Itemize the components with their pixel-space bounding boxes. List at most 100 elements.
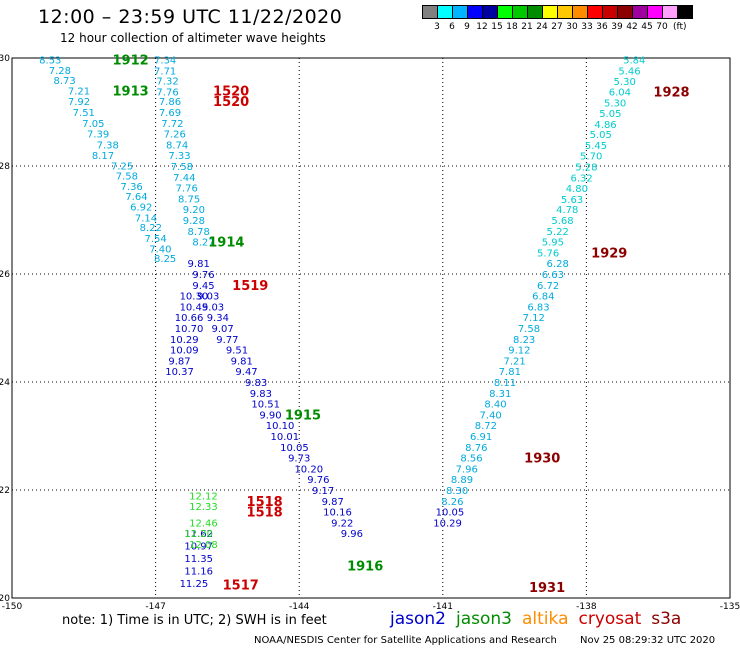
wave-height-label: 7.44 bbox=[173, 173, 195, 184]
y-tick-label: 22 bbox=[0, 486, 10, 496]
wave-height-label: 7.39 bbox=[87, 130, 109, 141]
wave-height-label: 5.95 bbox=[542, 238, 564, 249]
wave-height-label: 9.03 bbox=[202, 302, 224, 313]
wave-height-label: 7.14 bbox=[135, 213, 157, 224]
wave-height-label: 6.91 bbox=[470, 432, 492, 443]
wave-height-label: 8.22 bbox=[140, 223, 162, 234]
wave-height-label: 10.70 bbox=[175, 324, 204, 335]
pass-number-label: 1517 bbox=[223, 579, 259, 594]
footnote: note: 1) Time is in UTC; 2) SWH is in fe… bbox=[62, 613, 327, 628]
legend-tick-label: 45 bbox=[641, 22, 653, 32]
wave-height-label: 8.40 bbox=[484, 400, 506, 411]
wave-height-label: 11.16 bbox=[184, 566, 213, 577]
wave-height-label: 8.75 bbox=[178, 194, 200, 205]
legend-tick-label: 21 bbox=[521, 22, 533, 32]
y-tick-label: 30 bbox=[0, 54, 10, 64]
wave-height-label: 8.53 bbox=[39, 56, 61, 67]
wave-height-label: 7.25 bbox=[111, 161, 133, 172]
legend-labels: 3 6 9 12 15 18 21 24 27 30 33 36 39 42 45 70 (ft) bbox=[422, 19, 692, 32]
wave-height-label: 5.28 bbox=[575, 163, 597, 174]
wave-height-label: 10.10 bbox=[266, 421, 295, 432]
wave-height-label: 7.28 bbox=[49, 66, 71, 77]
wave-height-label: 5.84 bbox=[623, 56, 645, 67]
wave-height-label: 9.20 bbox=[183, 205, 205, 216]
wave-height-label: 5.68 bbox=[551, 216, 573, 227]
wave-height-label: 7.86 bbox=[159, 97, 181, 108]
wave-height-label: 7.34 bbox=[154, 56, 176, 67]
pass-number-label: 1912 bbox=[113, 54, 149, 69]
x-tick-label: -144 bbox=[289, 602, 310, 610]
legend-tick-label: 15 bbox=[491, 22, 503, 32]
wave-height-label: 10.37 bbox=[165, 367, 194, 378]
wave-height-label: 8.30 bbox=[446, 486, 468, 497]
wave-height-label: 6.32 bbox=[570, 173, 592, 184]
wave-height-label: 11.25 bbox=[180, 579, 209, 590]
wave-height-label: 8.25 bbox=[154, 254, 176, 265]
wave-height-label: 8.26 bbox=[441, 497, 463, 508]
wave-height-label: 7.96 bbox=[456, 464, 478, 475]
x-tick-label: -141 bbox=[433, 602, 453, 610]
legend-tick-label: 9 bbox=[464, 22, 470, 32]
wave-height-label: 10.05 bbox=[280, 443, 309, 454]
wave-height-label: 9.22 bbox=[331, 518, 353, 529]
wave-height-label: 9.03 bbox=[197, 292, 219, 303]
wave-height-label: 9.83 bbox=[250, 389, 272, 400]
wave-height-label: 7.92 bbox=[68, 97, 90, 108]
wave-height-label: 11.62 bbox=[184, 529, 213, 540]
wave-height-label: 9.17 bbox=[312, 486, 334, 497]
pass-number-label: 1928 bbox=[653, 85, 689, 100]
pass-number-label: 1520 bbox=[213, 84, 249, 99]
wave-height-label: 9.87 bbox=[322, 497, 344, 508]
pass-number-label: 1518 bbox=[247, 495, 283, 510]
wave-height-label: 5.22 bbox=[547, 227, 569, 238]
wave-height-label: 10.29 bbox=[170, 335, 199, 346]
generated-timestamp: Nov 25 08:29:32 UTC 2020 bbox=[580, 635, 716, 646]
wave-height-label: 5.30 bbox=[614, 77, 636, 88]
wave-height-label: 9.96 bbox=[341, 529, 363, 540]
wave-height-label: 10.45 bbox=[180, 302, 209, 313]
wave-height-label: 10.30 bbox=[180, 292, 209, 303]
y-tick-label: 20 bbox=[0, 594, 10, 604]
wave-height-label: 7.51 bbox=[73, 108, 95, 119]
wave-height-label: 7.33 bbox=[168, 151, 190, 162]
wave-height-label: 10.05 bbox=[436, 508, 465, 519]
wave-height-label: 8.74 bbox=[166, 140, 188, 151]
legend-tick-label: 39 bbox=[611, 22, 623, 32]
wave-height-label: 7.54 bbox=[144, 234, 166, 245]
pass-number-label: 1520 bbox=[213, 95, 249, 110]
wave-height-label: 5.76 bbox=[537, 248, 559, 259]
mission-label: jason3 bbox=[456, 609, 512, 629]
wave-height-label: 5.05 bbox=[590, 130, 612, 141]
wave-height-label: 5.70 bbox=[580, 152, 602, 163]
color-legend: 3 6 9 12 15 18 21 24 27 30 33 36 39 42 45 70 (ft) bbox=[422, 5, 693, 32]
wave-height-label: 9.76 bbox=[192, 270, 214, 281]
page-title: 12:00 – 23:59 UTC 11/22/2020 bbox=[38, 6, 343, 28]
wave-height-label: 9.77 bbox=[216, 335, 238, 346]
wave-height-label: 9.83 bbox=[245, 378, 267, 389]
wave-height-label: 12.33 bbox=[189, 502, 218, 513]
wave-height-label: 5.30 bbox=[604, 98, 626, 109]
x-tick-label: -147 bbox=[145, 602, 165, 610]
wave-height-label: 9.47 bbox=[235, 367, 257, 378]
y-tick-label: 28 bbox=[0, 162, 10, 172]
wave-height-label: 7.40 bbox=[149, 245, 171, 256]
y-tick-label: 24 bbox=[0, 378, 10, 388]
wave-height-label: 6.72 bbox=[537, 281, 559, 292]
wave-height-label: 9.34 bbox=[207, 313, 229, 324]
legend-tick-label: 12 bbox=[476, 22, 488, 32]
wave-height-label: 9.73 bbox=[288, 454, 310, 465]
wave-height-label: 7.21 bbox=[68, 86, 90, 97]
mission-legend: jason2 jason3 altika cryosat s3a bbox=[390, 609, 691, 629]
wave-height-label: 5.45 bbox=[585, 141, 607, 152]
legend-tick-label: 33 bbox=[581, 22, 593, 32]
wave-height-label: 8.56 bbox=[460, 454, 482, 465]
wave-height-label: 4.80 bbox=[566, 184, 588, 195]
wave-height-label: 7.58 bbox=[518, 324, 540, 335]
legend-tick-label: 3 bbox=[434, 22, 440, 32]
mission-label: jason2 bbox=[390, 609, 446, 629]
legend-unit: (ft) bbox=[673, 22, 687, 32]
page-subtitle: 12 hour collection of altimeter wave hei… bbox=[60, 31, 326, 45]
mission-label: cryosat bbox=[578, 609, 642, 629]
wave-height-label: 6.04 bbox=[609, 87, 631, 98]
wave-height-label: 12.12 bbox=[189, 491, 218, 502]
